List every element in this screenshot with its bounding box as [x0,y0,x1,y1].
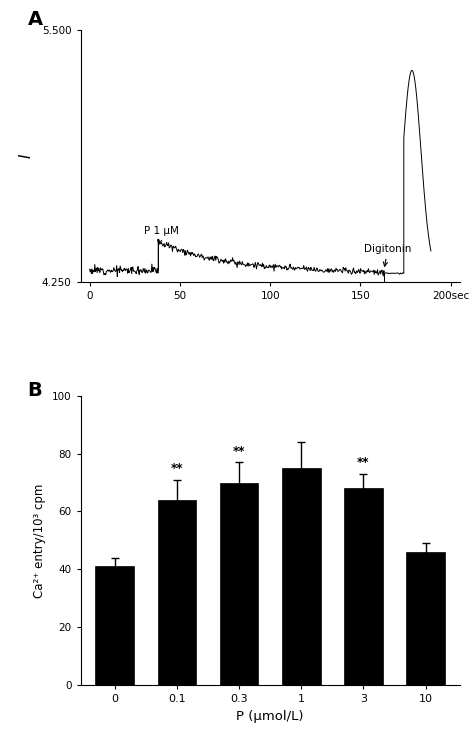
Bar [95,566,134,685]
Text: P 1 μM: P 1 μM [144,226,179,244]
Y-axis label: Ca²⁺ entry/10³ cpm: Ca²⁺ entry/10³ cpm [33,483,46,598]
Text: **: ** [233,445,246,458]
Text: B: B [27,381,42,400]
Text: Digitonin: Digitonin [364,244,411,267]
Bar [220,483,258,685]
Bar [344,488,383,685]
Text: A: A [27,10,43,29]
X-axis label: P (μmol/L): P (μmol/L) [237,710,304,723]
Bar [406,552,445,685]
Bar [282,468,320,685]
Text: **: ** [171,462,183,475]
Y-axis label: I: I [18,154,34,158]
Bar [158,500,196,685]
Text: **: ** [357,456,370,469]
